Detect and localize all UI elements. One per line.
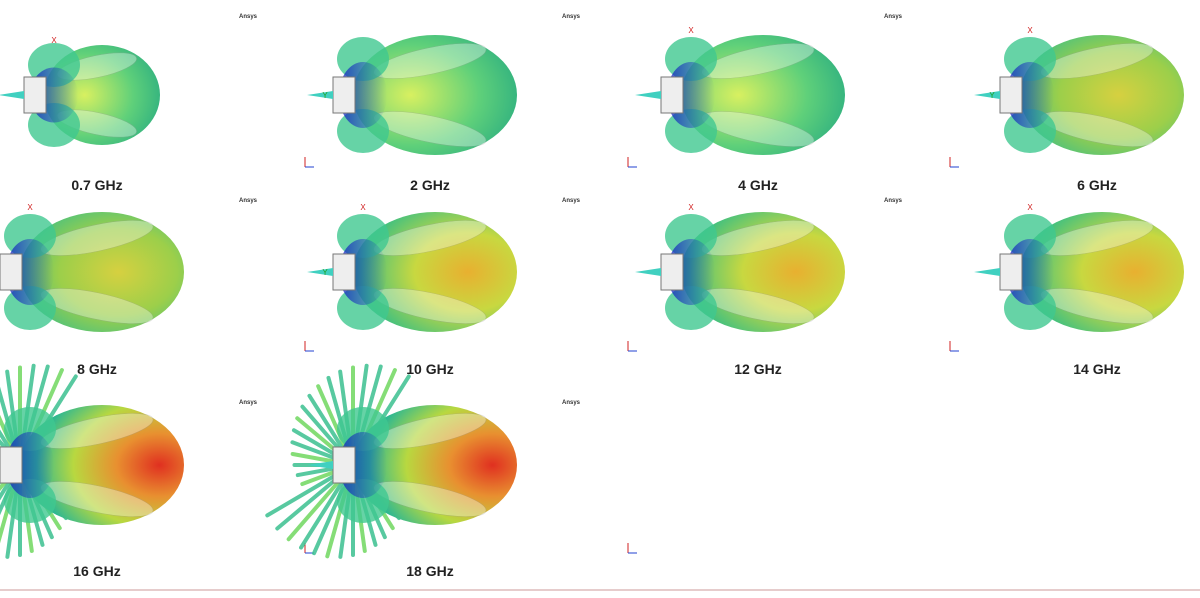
main-lobe (353, 212, 517, 332)
pattern-panel (0, 212, 314, 352)
axis-letter: X (688, 26, 694, 35)
feed-box (0, 446, 23, 484)
vendor-logo: Ansys (884, 14, 903, 20)
vendor-logo: Ansys (239, 400, 258, 406)
axis-letter: X (1027, 26, 1033, 35)
pattern-panel (974, 212, 1184, 332)
axis-letter: Y (322, 268, 328, 277)
main-lobe (1020, 212, 1184, 332)
feed-tip (635, 268, 661, 276)
pattern-panel (974, 35, 1184, 155)
pattern-panel (635, 35, 959, 168)
panel-label: 4 GHz (738, 177, 778, 193)
main-lobe (20, 212, 184, 332)
panel-label: 12 GHz (734, 361, 781, 377)
feed-box (999, 76, 1023, 114)
pattern-panel (635, 212, 959, 352)
panel-label: 10 GHz (406, 361, 453, 377)
feed-box (332, 446, 356, 484)
axis-letter: X (27, 203, 33, 212)
vendor-logo: Ansys (239, 14, 258, 20)
main-lobe (681, 35, 845, 155)
panel-label: 16 GHz (73, 563, 120, 579)
feed-box (0, 253, 23, 291)
axis-letter: Y (322, 91, 328, 100)
main-lobe (20, 405, 184, 525)
panel-label: 14 GHz (1073, 361, 1120, 377)
panel-label: 0.7 GHz (71, 177, 122, 193)
feed-tip (974, 268, 1000, 276)
pattern-panel (0, 43, 314, 168)
pattern-panel (265, 363, 637, 559)
vendor-logo: Ansys (884, 198, 903, 204)
main-lobe (681, 212, 845, 332)
feed-box (660, 76, 684, 114)
feed-tip (307, 91, 333, 99)
feed-tip (974, 91, 1000, 99)
pattern-panel (307, 212, 637, 352)
main-lobe (353, 405, 517, 525)
feed-box (332, 76, 356, 114)
panel-label: 18 GHz (406, 563, 453, 579)
axis-letter: X (688, 203, 694, 212)
panel-label: 2 GHz (410, 177, 450, 193)
feed-box (23, 76, 47, 114)
main-lobe (353, 35, 517, 155)
feed-box (332, 253, 356, 291)
panel-label: 6 GHz (1077, 177, 1117, 193)
feed-tip (307, 461, 333, 469)
axis-letter: X (1027, 203, 1033, 212)
feed-tip (307, 268, 333, 276)
axis-letter: X (51, 36, 57, 45)
axis-letter: X (360, 203, 366, 212)
vendor-logo: Ansys (562, 14, 581, 20)
pattern-panel (307, 35, 637, 168)
feed-box (999, 253, 1023, 291)
axis-letter: Y (989, 91, 995, 100)
pattern-panel (0, 363, 314, 559)
vendor-logo: Ansys (239, 198, 258, 204)
main-lobe (1020, 35, 1184, 155)
feed-box (660, 253, 684, 291)
vendor-logo: Ansys (562, 400, 581, 406)
feed-tip (635, 91, 661, 99)
panel-label: 8 GHz (77, 361, 117, 377)
vendor-logo: Ansys (562, 198, 581, 204)
feed-tip (0, 91, 24, 99)
